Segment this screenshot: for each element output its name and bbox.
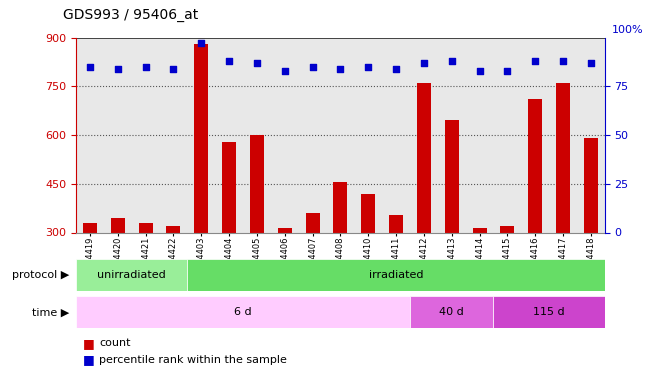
Bar bbox=[167, 226, 180, 232]
Text: 6 d: 6 d bbox=[234, 307, 252, 317]
Point bbox=[140, 64, 151, 70]
Bar bbox=[111, 218, 125, 232]
Point bbox=[280, 68, 290, 74]
Bar bbox=[528, 99, 542, 232]
Text: 40 d: 40 d bbox=[440, 307, 464, 317]
Text: irradiated: irradiated bbox=[369, 270, 423, 280]
Bar bbox=[76, 296, 410, 328]
Text: unirradiated: unirradiated bbox=[97, 270, 166, 280]
Bar bbox=[410, 296, 494, 328]
Bar bbox=[194, 44, 208, 232]
Bar bbox=[389, 214, 403, 232]
Point bbox=[502, 68, 513, 74]
Bar bbox=[76, 259, 187, 291]
Text: 100%: 100% bbox=[612, 25, 643, 35]
Bar bbox=[278, 228, 292, 232]
Point bbox=[446, 58, 457, 64]
Point bbox=[335, 66, 346, 72]
Bar bbox=[333, 182, 348, 232]
Point bbox=[475, 68, 485, 74]
Bar bbox=[417, 83, 431, 232]
Point bbox=[252, 60, 262, 66]
Point bbox=[418, 60, 429, 66]
Bar bbox=[222, 141, 236, 232]
Point bbox=[85, 64, 95, 70]
Bar bbox=[494, 296, 605, 328]
Point bbox=[391, 66, 401, 72]
Point bbox=[558, 58, 568, 64]
Point bbox=[112, 66, 123, 72]
Bar bbox=[500, 226, 514, 232]
Text: count: count bbox=[99, 338, 131, 348]
Point bbox=[224, 58, 235, 64]
Bar bbox=[362, 194, 375, 232]
Text: protocol ▶: protocol ▶ bbox=[12, 270, 69, 280]
Point bbox=[307, 64, 318, 70]
Bar bbox=[445, 120, 459, 232]
Bar bbox=[584, 138, 598, 232]
Point bbox=[363, 64, 373, 70]
Bar bbox=[250, 135, 264, 232]
Text: time ▶: time ▶ bbox=[32, 307, 69, 317]
Bar bbox=[305, 213, 319, 232]
Bar bbox=[139, 223, 153, 232]
Bar bbox=[187, 259, 605, 291]
Point bbox=[196, 40, 206, 46]
Bar bbox=[556, 83, 570, 232]
Bar bbox=[473, 228, 486, 232]
Point bbox=[586, 60, 596, 66]
Point bbox=[530, 58, 541, 64]
Text: ■: ■ bbox=[83, 354, 98, 366]
Text: 115 d: 115 d bbox=[533, 307, 565, 317]
Text: GDS993 / 95406_at: GDS993 / 95406_at bbox=[63, 9, 198, 22]
Point bbox=[168, 66, 178, 72]
Text: ■: ■ bbox=[83, 337, 98, 350]
Bar bbox=[83, 223, 97, 232]
Text: percentile rank within the sample: percentile rank within the sample bbox=[99, 355, 287, 365]
